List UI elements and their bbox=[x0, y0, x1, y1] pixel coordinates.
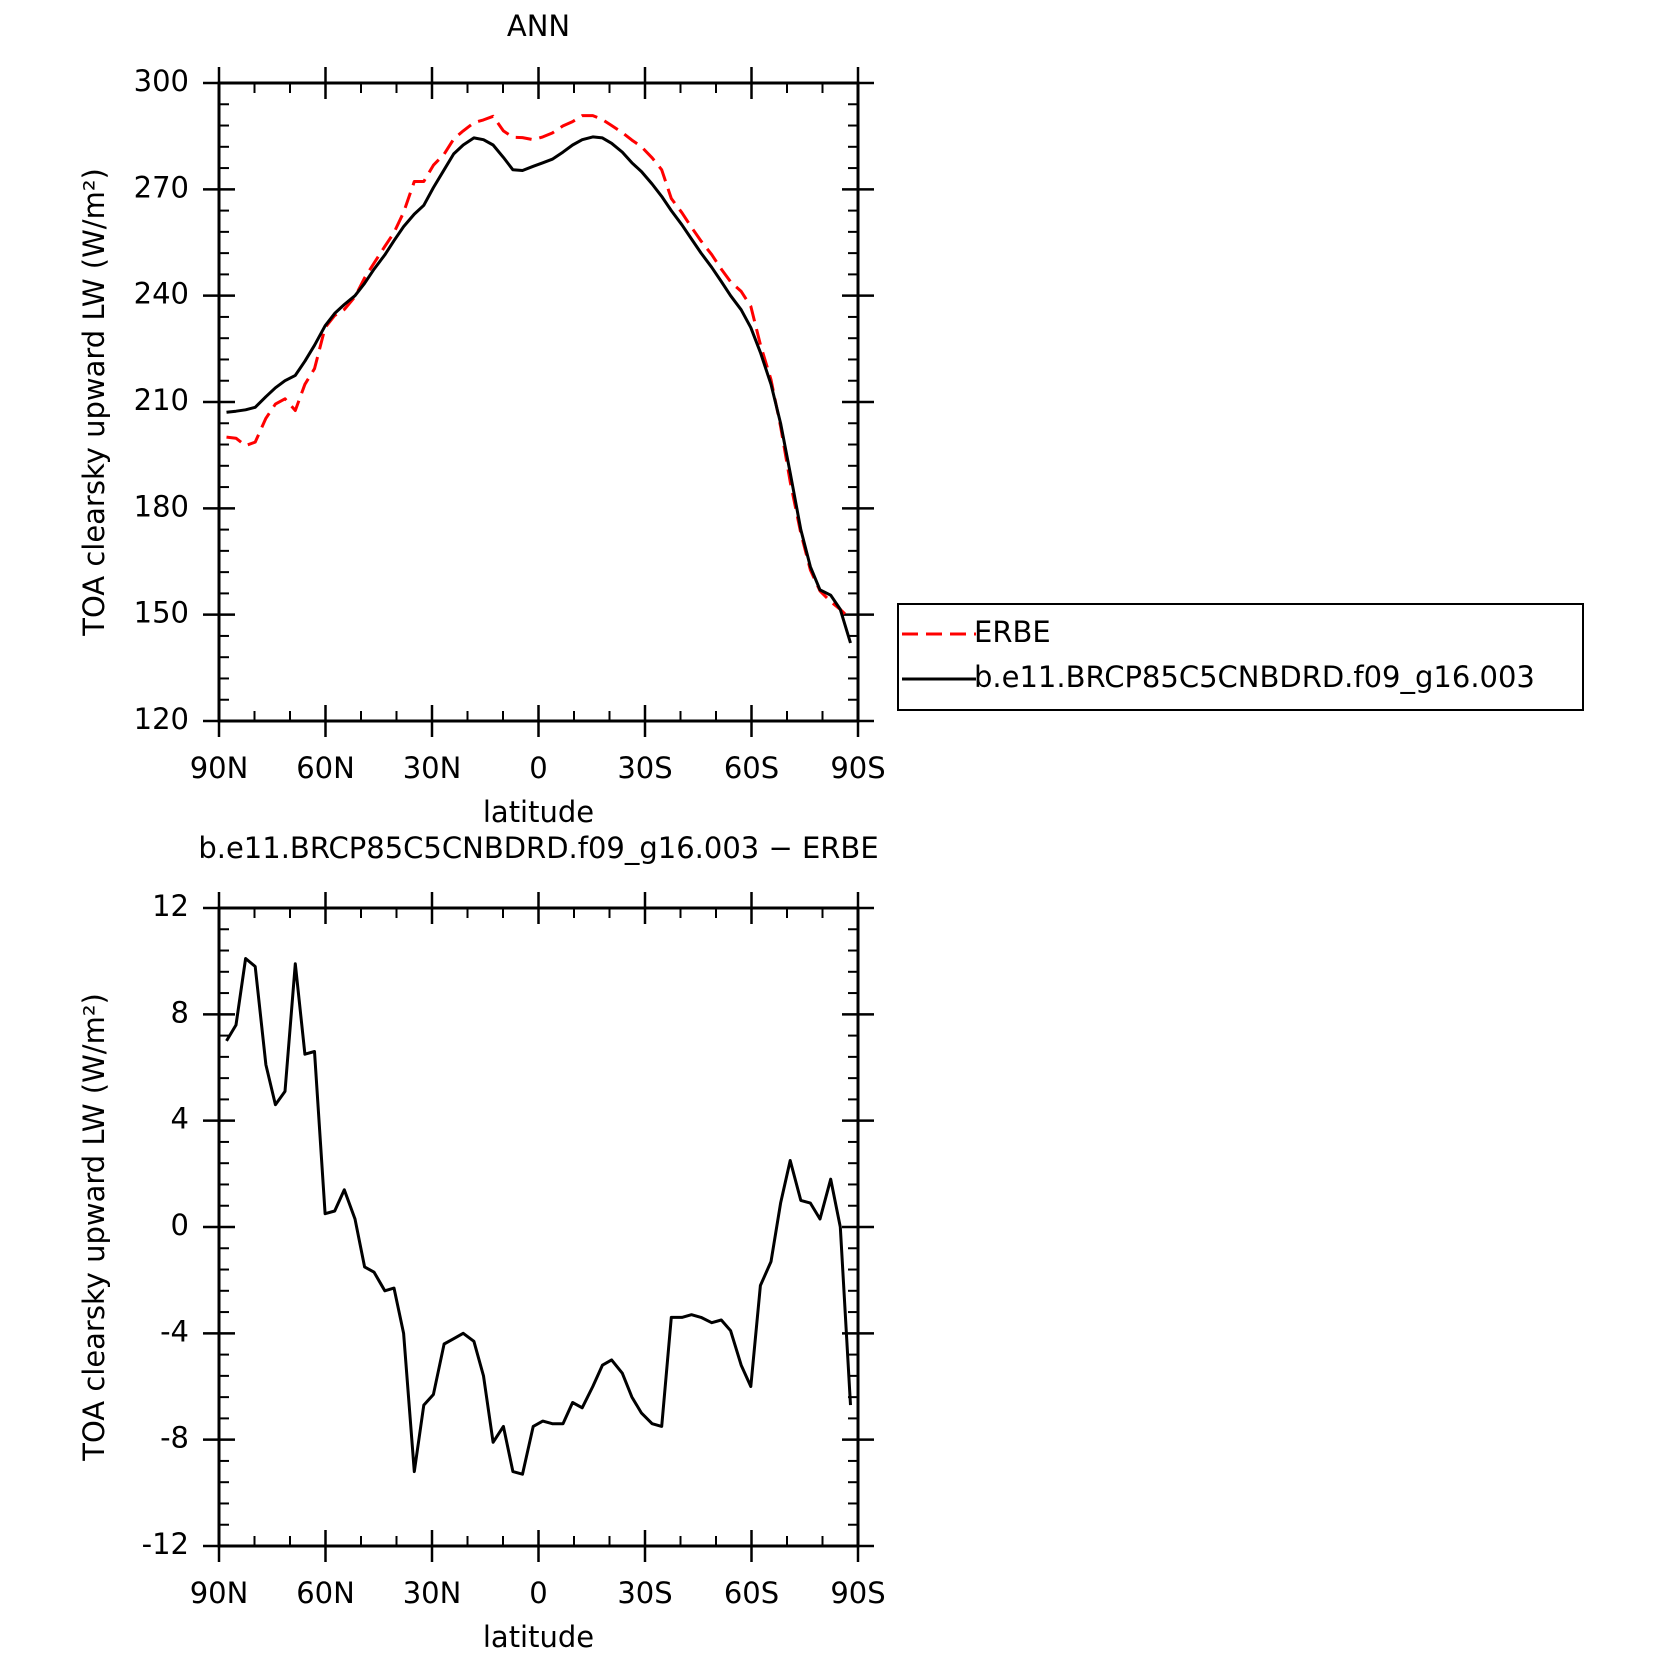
x-tick-label: 90S bbox=[830, 751, 885, 785]
x-tick-label: 30S bbox=[617, 1576, 672, 1610]
y-tick-label: 270 bbox=[134, 170, 189, 204]
x-tick-label: 60S bbox=[724, 1576, 779, 1610]
y-tick-label: -4 bbox=[160, 1314, 189, 1348]
y-tick-label: -12 bbox=[142, 1527, 189, 1561]
legend-label: ERBE bbox=[974, 615, 1051, 649]
x-tick-label: 90N bbox=[190, 751, 249, 785]
chart-title: b.e11.BRCP85C5CNBDRD.f09_g16.003 − ERBE bbox=[198, 831, 878, 865]
y-tick-label: 0 bbox=[171, 1208, 189, 1242]
data-line bbox=[225, 957, 852, 1476]
y-axis-label: TOA clearsky upward LW (W/m²) bbox=[77, 993, 111, 1462]
y-tick-label: 12 bbox=[152, 889, 189, 923]
y-tick-label: 120 bbox=[134, 702, 189, 736]
y-tick-label: 300 bbox=[134, 64, 189, 98]
x-tick-label: 90N bbox=[190, 1576, 249, 1610]
x-axis-label: latitude bbox=[483, 795, 594, 829]
data-line bbox=[226, 135, 852, 644]
x-tick-label: 30S bbox=[617, 751, 672, 785]
x-tick-label: 60N bbox=[296, 1576, 355, 1610]
plot-frame bbox=[217, 81, 860, 723]
y-tick-label: 4 bbox=[171, 1102, 189, 1136]
plot-frame bbox=[217, 906, 860, 1548]
x-axis-label: latitude bbox=[483, 1620, 594, 1653]
legend-box bbox=[897, 603, 1584, 711]
x-tick-label: 0 bbox=[529, 751, 547, 785]
y-tick-label: 180 bbox=[134, 489, 189, 523]
y-tick-label: -8 bbox=[160, 1421, 189, 1455]
chart-title: ANN bbox=[507, 9, 570, 43]
y-tick-label: 240 bbox=[134, 277, 189, 311]
x-tick-label: 30N bbox=[403, 751, 462, 785]
x-tick-label: 0 bbox=[529, 1576, 547, 1610]
x-tick-label: 30N bbox=[403, 1576, 462, 1610]
y-tick-label: 150 bbox=[134, 596, 189, 630]
legend-label: b.e11.BRCP85C5CNBDRD.f09_g16.003 bbox=[974, 660, 1535, 694]
y-tick-label: 210 bbox=[134, 383, 189, 417]
y-tick-label: 8 bbox=[171, 995, 189, 1029]
x-tick-label: 60S bbox=[724, 751, 779, 785]
x-tick-label: 90S bbox=[830, 1576, 885, 1610]
x-tick-label: 60N bbox=[296, 751, 355, 785]
y-axis-label: TOA clearsky upward LW (W/m²) bbox=[77, 168, 111, 637]
